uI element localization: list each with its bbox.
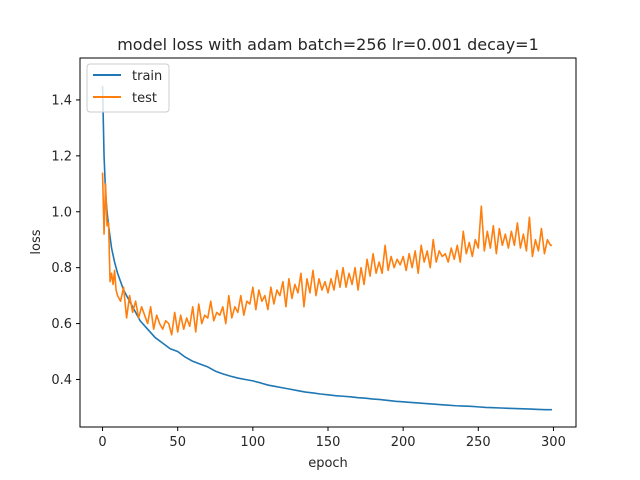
y-tick-label: 1.4 bbox=[51, 93, 72, 108]
x-tick-label: 250 bbox=[466, 435, 491, 450]
legend-label-train: train bbox=[132, 69, 162, 84]
legend-label-test: test bbox=[132, 91, 157, 106]
legend: train test bbox=[86, 63, 170, 113]
y-tick-label: 0.6 bbox=[51, 317, 72, 332]
x-tick-label: 50 bbox=[169, 435, 186, 450]
series-line-train bbox=[101, 85, 552, 411]
chart-title: model loss with adam batch=256 lr=0.001 … bbox=[117, 35, 539, 54]
x-axis-ticks: 0 50 100 150 200 250 300 bbox=[98, 427, 566, 450]
y-axis-ticks: 0.4 0.6 0.8 1.0 1.2 1.4 bbox=[51, 93, 80, 388]
y-tick-label: 1.0 bbox=[51, 205, 72, 220]
x-tick-label: 200 bbox=[391, 435, 416, 450]
x-tick-label: 100 bbox=[240, 435, 265, 450]
series-line-test bbox=[101, 172, 552, 336]
x-axis-label: epoch bbox=[308, 456, 348, 471]
plot-lines bbox=[101, 85, 552, 411]
x-tick-label: 150 bbox=[316, 435, 341, 450]
x-tick-label: 300 bbox=[541, 435, 566, 450]
y-tick-label: 0.8 bbox=[51, 261, 72, 276]
y-tick-label: 0.4 bbox=[51, 373, 72, 388]
y-tick-label: 1.2 bbox=[51, 149, 72, 164]
x-tick-label: 0 bbox=[98, 435, 106, 450]
y-axis-label: loss bbox=[29, 229, 44, 254]
